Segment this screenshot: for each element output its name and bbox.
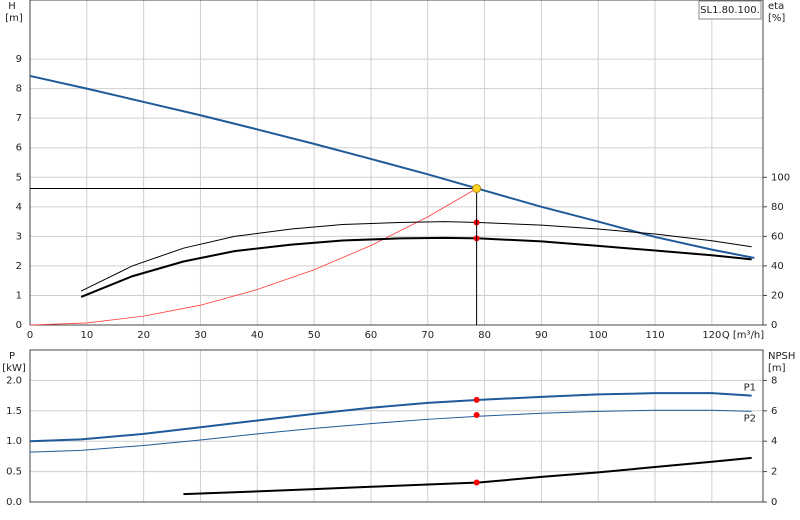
y2-tick-label: 2 <box>771 467 777 478</box>
series-line <box>183 456 752 496</box>
y-tick-label: 2 <box>16 261 22 272</box>
x-tick-label: 30 <box>194 330 207 341</box>
x-tick-label: 50 <box>308 330 321 341</box>
x-tick-label: 70 <box>421 330 434 341</box>
series-line <box>80 221 752 292</box>
y-tick-label: 5 <box>16 172 22 183</box>
y-axis-title: H <box>8 1 16 12</box>
series-line <box>80 236 752 298</box>
y2-axis-title: eta <box>768 1 784 12</box>
y2-tick-label: 4 <box>771 436 777 447</box>
x-tick-label: 10 <box>80 330 93 341</box>
y2-axis-unit: [%] <box>768 13 785 24</box>
label-box <box>698 0 762 20</box>
y-tick-label: 1.5 <box>6 406 22 417</box>
y2-axis-title: NPSH <box>768 351 795 362</box>
series-label: P1 <box>744 383 756 394</box>
duty-point <box>473 479 480 486</box>
x-tick-label: 80 <box>478 330 491 341</box>
y-axis-unit: [kW] <box>2 363 26 374</box>
y-tick-label: 0.5 <box>6 467 22 478</box>
y-tick-label: 0.0 <box>6 497 22 508</box>
y-tick-label: 2.0 <box>6 375 22 386</box>
x-tick-label: 120 <box>702 330 721 341</box>
y-tick-label: 1.0 <box>6 436 22 447</box>
x-tick-label: 100 <box>589 330 608 341</box>
duty-point <box>473 412 480 419</box>
y-tick-label: 8 <box>16 84 22 95</box>
x-tick-label: 40 <box>251 330 264 341</box>
y2-tick-label: 40 <box>771 261 784 272</box>
x-tick-label: 0 <box>27 330 33 341</box>
y-axis-title: P <box>9 351 15 362</box>
y2-tick-label: 8 <box>771 375 777 386</box>
y-tick-label: 1 <box>16 290 22 301</box>
y2-tick-label: 0 <box>771 497 777 508</box>
y-tick-label: 6 <box>16 143 22 154</box>
y-axis-unit: [m] <box>5 13 23 24</box>
label-box-text: SL1.80.100. <box>700 5 760 16</box>
y-tick-label: 4 <box>16 202 22 213</box>
plot-frame <box>29 349 764 503</box>
x-tick-label: 90 <box>535 330 548 341</box>
y2-tick-label: 20 <box>771 290 784 301</box>
series-line <box>29 409 752 453</box>
y2-tick-label: 60 <box>771 231 784 242</box>
duty-point <box>473 396 480 403</box>
y-tick-label: 7 <box>16 113 22 124</box>
y2-tick-label: 80 <box>771 202 784 213</box>
y2-axis-unit: [m] <box>768 363 786 374</box>
series-line <box>29 74 755 259</box>
series-line <box>29 188 477 326</box>
y-tick-label: 3 <box>16 231 22 242</box>
y2-tick-label: 100 <box>771 172 790 183</box>
duty-point <box>472 184 482 193</box>
x-tick-label: 110 <box>645 330 664 341</box>
x-axis-title: Q [m³/h] <box>722 330 764 341</box>
y2-tick-label: 0 <box>771 320 777 331</box>
y-tick-label: 0 <box>16 320 22 331</box>
series-label: P2 <box>744 413 756 424</box>
series-line <box>29 392 752 443</box>
x-tick-label: 60 <box>365 330 378 341</box>
y2-tick-label: 6 <box>771 406 777 417</box>
plot-frame <box>29 0 764 326</box>
y-tick-label: 9 <box>16 54 22 65</box>
x-tick-label: 20 <box>137 330 150 341</box>
